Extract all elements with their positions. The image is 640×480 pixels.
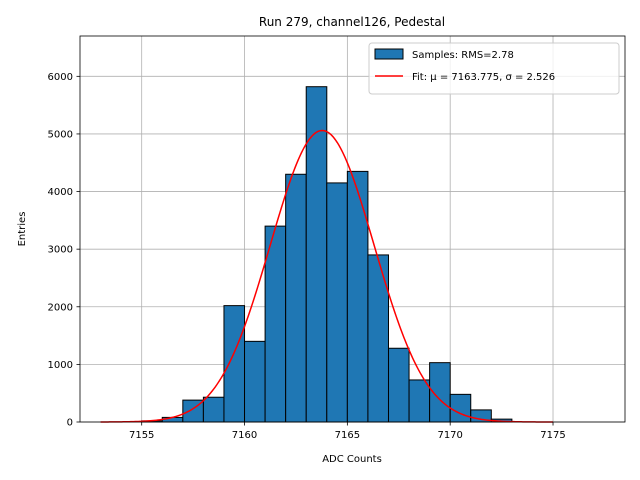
plot-frame	[79, 35, 626, 423]
histogram-bars	[141, 86, 513, 423]
y-axis-ticks: 0 1000 2000 3000 4000 5000 6000	[48, 72, 80, 429]
y-tick-label: 4000	[48, 187, 73, 198]
y-tick-label: 1000	[48, 360, 73, 371]
y-tick-label: 3000	[48, 245, 73, 256]
histogram-bar	[264, 225, 287, 423]
x-tick-label: 7175	[540, 430, 565, 441]
chart-title: Run 279, channel126, Pedestal	[259, 15, 445, 29]
legend: Samples: RMS=2.78 Fit: μ = 7163.775, σ =…	[368, 42, 620, 95]
x-tick-label: 7165	[335, 430, 360, 441]
legend-box	[368, 42, 620, 95]
histogram-bar	[346, 170, 369, 423]
histogram-bar	[305, 86, 328, 423]
histogram-bar	[449, 393, 472, 423]
y-tick-label: 0	[67, 418, 73, 429]
y-tick-label: 5000	[48, 129, 73, 140]
x-tick-label: 7160	[232, 430, 257, 441]
x-tick-label: 7170	[437, 430, 462, 441]
histogram-bar	[387, 347, 410, 423]
histogram-bar	[408, 379, 431, 423]
histogram-bar	[326, 182, 348, 423]
y-axis-label: Entries	[17, 212, 28, 247]
legend-label-samples: Samples: RMS=2.78	[412, 50, 514, 61]
gaussian-fit-curve	[100, 129, 554, 423]
y-tick-label: 2000	[48, 302, 73, 313]
legend-histogram-swatch	[374, 48, 404, 60]
x-axis-ticks: 7155 7160 7165 7170 7175	[129, 422, 566, 441]
histogram-bar	[285, 173, 307, 423]
histogram-bar	[202, 396, 225, 423]
histogram-bar	[223, 305, 246, 423]
y-tick-label: 6000	[48, 72, 73, 83]
x-tick-label: 7155	[129, 430, 154, 441]
x-axis-label: ADC Counts	[322, 454, 382, 465]
histogram-bar	[367, 254, 389, 423]
histogram-bar	[244, 340, 266, 423]
legend-label-fit: Fit: μ = 7163.775, σ = 2.526	[412, 72, 555, 83]
